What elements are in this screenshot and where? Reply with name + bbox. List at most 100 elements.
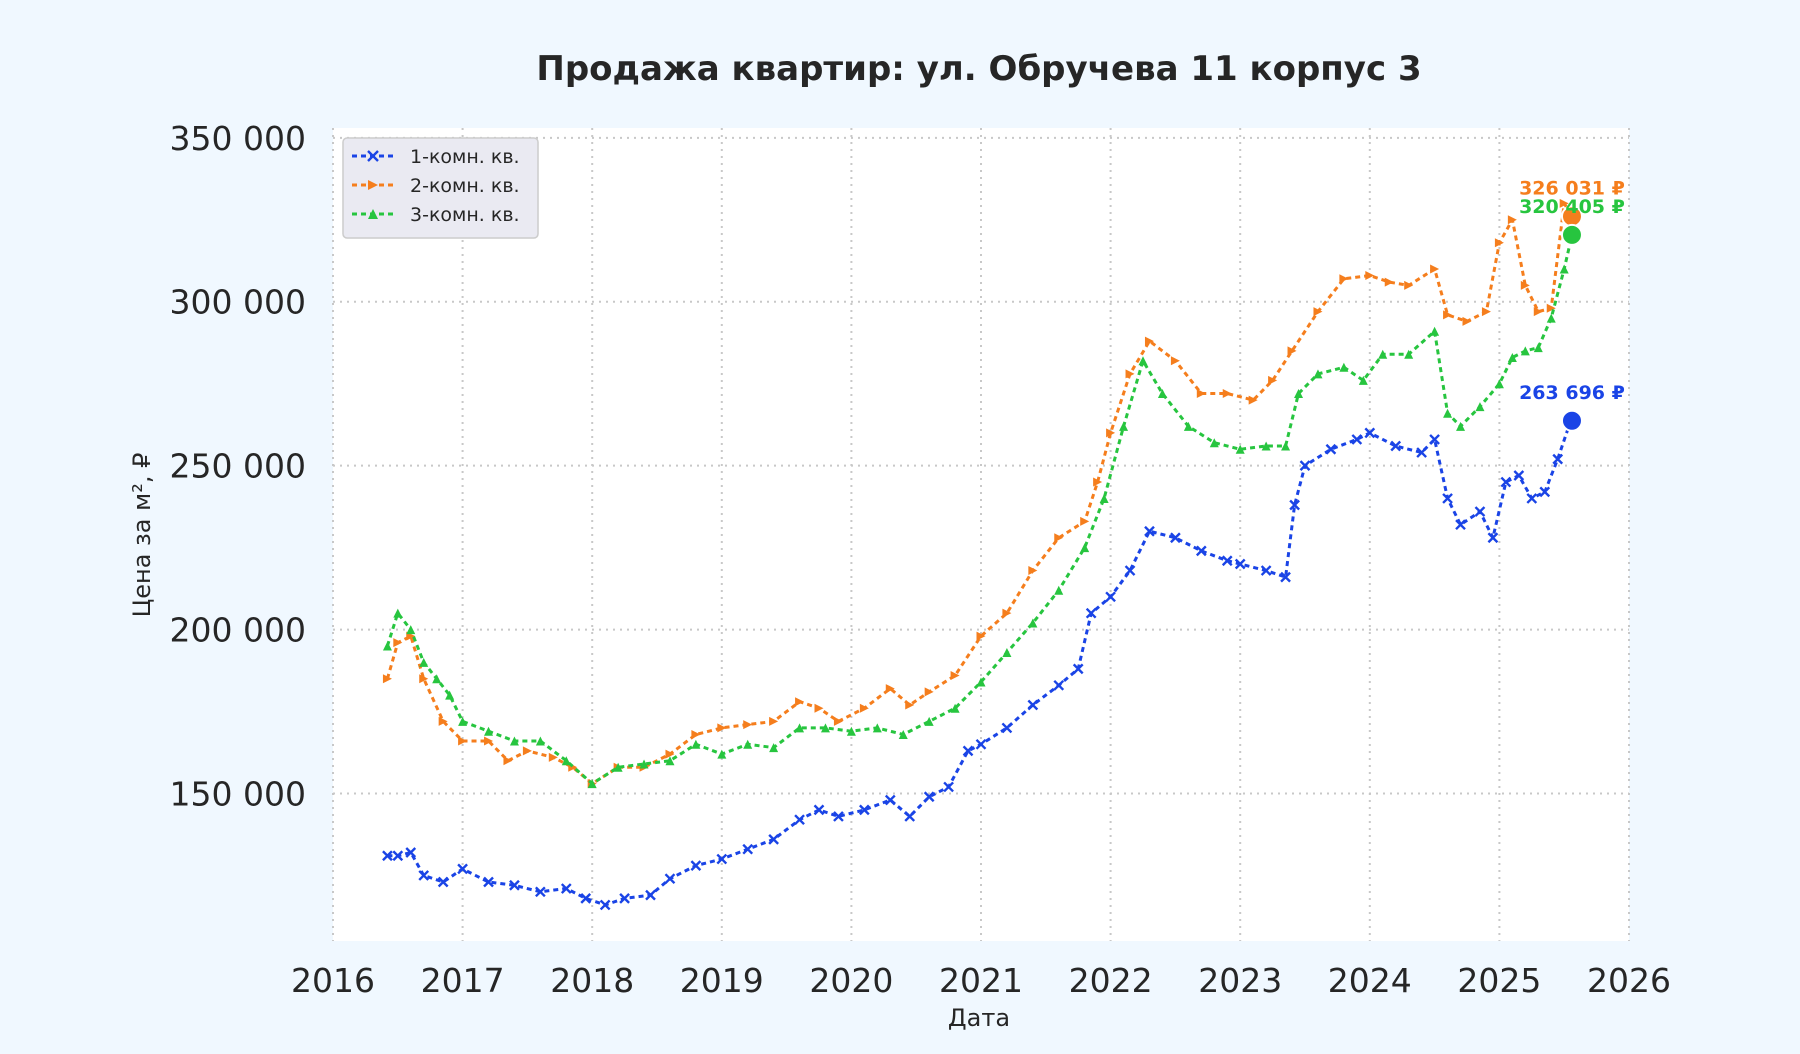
data-point [1183, 421, 1193, 431]
series-line [385, 234, 1574, 786]
data-point [924, 687, 934, 697]
data-point [820, 723, 830, 733]
data-point [859, 703, 869, 713]
data-point [1001, 722, 1013, 734]
data-point [1235, 444, 1245, 454]
data-point [664, 873, 676, 885]
y-tick-label: 250 000 [170, 447, 306, 486]
data-point [950, 703, 960, 713]
data-point [1053, 679, 1065, 691]
data-point [1002, 648, 1012, 658]
data-point [1390, 440, 1402, 452]
data-point [1430, 326, 1440, 336]
chart-title: Продажа квартир: ул. Обручева 11 корпус … [536, 49, 1421, 89]
data-point [437, 876, 449, 888]
data-point [418, 870, 430, 881]
data-point [950, 670, 960, 680]
y-axis-label: Цена за м², ₽ [128, 453, 156, 618]
data-point [1196, 389, 1206, 399]
data-point [645, 889, 656, 901]
data-point [1170, 356, 1180, 366]
data-point [393, 638, 403, 648]
data-point [457, 863, 468, 875]
data-point [639, 759, 649, 769]
data-point [1072, 663, 1084, 675]
data-point [1002, 608, 1012, 618]
data-point [1520, 346, 1530, 356]
data-point [1080, 543, 1090, 553]
data-point [1093, 477, 1103, 487]
data-point [717, 749, 727, 759]
data-point [1119, 421, 1129, 431]
y-tick-label: 300 000 [170, 283, 306, 322]
data-point [1507, 215, 1517, 225]
data-point [1099, 493, 1109, 503]
legend-item: 3-комн. кв. [352, 204, 520, 226]
data-point [548, 752, 558, 762]
data-point [1358, 375, 1368, 385]
data-point [1054, 585, 1064, 595]
data-point [393, 608, 403, 618]
data-point [1125, 369, 1135, 379]
data-point [872, 723, 882, 733]
data-point [743, 720, 753, 730]
data-point [1339, 274, 1349, 284]
data-point [813, 804, 825, 816]
data-point [885, 684, 895, 694]
data-point [1539, 486, 1551, 498]
last-value-dot [1560, 223, 1583, 246]
data-point [1520, 280, 1530, 290]
data-point [458, 736, 468, 746]
series-line [385, 201, 1574, 786]
data-point [535, 886, 546, 898]
data-point [795, 723, 805, 733]
x-tick-label: 2020 [809, 961, 893, 1000]
data-point [1028, 566, 1038, 576]
data-point [1299, 460, 1311, 472]
data-point [1526, 493, 1538, 504]
data-point [814, 703, 824, 713]
data-point [599, 899, 611, 911]
data-point [432, 674, 442, 684]
data-point [742, 843, 754, 855]
data-point [1313, 307, 1323, 317]
data-point [1289, 499, 1300, 511]
data-point [1054, 533, 1064, 543]
data-point [1221, 555, 1233, 567]
grid [332, 128, 1630, 941]
x-tick-label: 2018 [550, 961, 634, 1000]
data-point [458, 716, 468, 726]
data-point [1268, 375, 1278, 385]
data-point [1456, 421, 1466, 431]
legend-label: 3-комн. кв. [410, 204, 520, 226]
data-point [613, 762, 623, 772]
data-point [924, 716, 934, 726]
data-point [1027, 699, 1039, 711]
y-axis-ticks: 150 000 200 000 250 000 300 000 350 000 [170, 119, 306, 814]
data-point [1248, 395, 1258, 405]
data-point [884, 794, 896, 806]
data-point [1494, 238, 1504, 248]
data-point [905, 700, 915, 710]
data-point [484, 726, 494, 736]
data-point [535, 736, 545, 746]
data-point [1365, 271, 1375, 281]
data-point [1157, 389, 1167, 399]
data-point [1351, 434, 1363, 445]
x-tick-label: 2022 [1069, 961, 1153, 1000]
data-point [665, 756, 675, 766]
x-tick-label: 2019 [680, 961, 764, 1000]
data-point [1487, 532, 1499, 544]
data-point [1209, 438, 1219, 448]
data-point [1085, 607, 1097, 619]
data-point [691, 739, 701, 749]
data-point [1404, 280, 1414, 290]
data-point [1416, 447, 1427, 458]
y-tick-label: 150 000 [170, 774, 306, 813]
data-point [1455, 519, 1466, 531]
last-value-label: 320 405 ₽ [1519, 196, 1625, 218]
data-point [1552, 453, 1564, 465]
data-point [1313, 369, 1323, 379]
data-point [406, 625, 416, 635]
data-point [1234, 558, 1246, 570]
